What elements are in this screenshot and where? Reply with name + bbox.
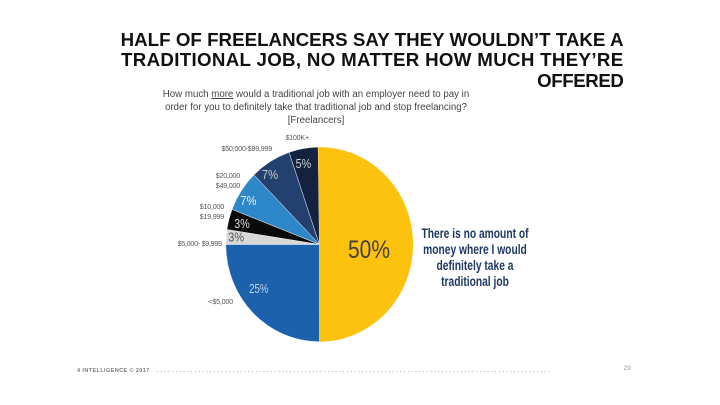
svg-text:7%: 7% <box>262 167 279 182</box>
svg-text:5%: 5% <box>296 157 312 171</box>
svg-text:7%: 7% <box>240 193 257 208</box>
svg-text:25%: 25% <box>249 283 268 297</box>
svg-text:3%: 3% <box>228 230 244 245</box>
svg-text:3%: 3% <box>234 217 250 231</box>
svg-text:50%: 50% <box>348 235 390 263</box>
